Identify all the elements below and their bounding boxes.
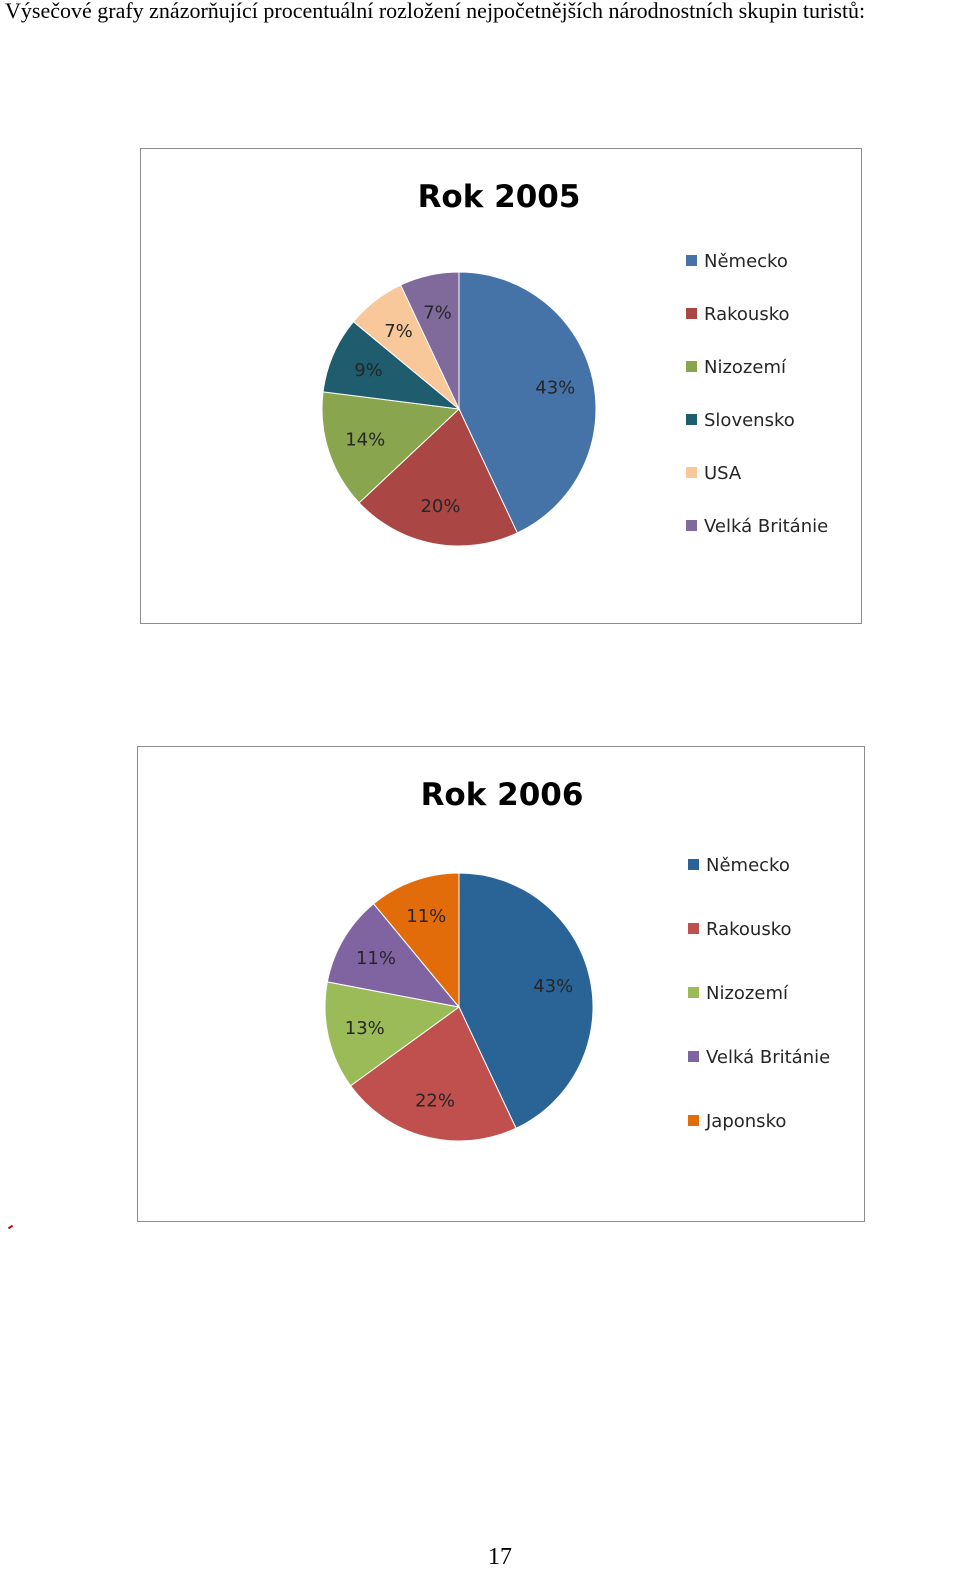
legend-label-nemecko: Německo bbox=[704, 251, 788, 272]
pie-slice-rakousko bbox=[358, 408, 518, 547]
red-mark bbox=[7, 1224, 14, 1230]
pie-slices bbox=[324, 872, 594, 1142]
legend-swatch-nemecko bbox=[688, 859, 699, 870]
pie-slice-rakousko bbox=[349, 1006, 517, 1142]
slice-label-nizozemi: 14% bbox=[345, 430, 385, 451]
pie-chart-2006-svg: Rok 2006 43% 22% 13% 11% 11% Německo Rakousko… bbox=[324, 777, 830, 1142]
page-number: 17 bbox=[488, 1544, 512, 1570]
slice-label-nemecko: 43% bbox=[535, 378, 575, 399]
legend-swatch-velka-britanie bbox=[688, 1051, 699, 1062]
legend-label-japonsko: Japonsko bbox=[705, 1111, 786, 1132]
pie-chart-2005-svg: Rok 2005 43%20%14%9%7%7% NěmeckoRakousko… bbox=[321, 179, 828, 547]
legend-label-slovensko: Slovensko bbox=[704, 410, 795, 431]
pie-slice-velka-britanie bbox=[400, 271, 460, 410]
pie-slice-nemecko bbox=[458, 872, 594, 1129]
slice-label-nizozemi: 13% bbox=[345, 1018, 385, 1039]
legend-label-rakousko: Rakousko bbox=[706, 919, 792, 940]
slice-label-velka-britanie: 11% bbox=[356, 948, 396, 969]
pie-chart-2006: Rok 2006 43% 22% 13% 11% 11% Německo Rakousko… bbox=[137, 746, 865, 1222]
slice-label-slovensko: 9% bbox=[354, 360, 383, 381]
legend-swatch-velka-britanie bbox=[686, 520, 697, 531]
pie-slice-labels: 43%20%14%9%7%7% bbox=[345, 303, 575, 517]
pie-slice-labels: 43% 22% 13% 11% 11% bbox=[345, 906, 573, 1111]
slice-label-rakousko: 20% bbox=[420, 496, 460, 517]
legend-swatch-rakousko bbox=[686, 308, 697, 319]
intro-text: Výsečové grafy znázorňující procentuální… bbox=[5, 0, 866, 23]
legend-swatch-nemecko bbox=[686, 255, 697, 266]
slice-label-rakousko: 22% bbox=[415, 1090, 455, 1111]
legend-label-velka-britanie: Velká Británie bbox=[704, 516, 828, 537]
chart-legend: Německo Rakousko Nizozemí Velká Británie Jap… bbox=[688, 855, 830, 1132]
legend-swatch-japonsko bbox=[688, 1115, 699, 1126]
slice-label-usa: 7% bbox=[384, 321, 413, 342]
pie-chart-2005: Rok 2005 43% 20% 14% 9% 7% 7% Německo Rakousko… bbox=[140, 148, 862, 624]
slice-label-velka-britanie: 7% bbox=[423, 303, 452, 324]
pie-slice-velka-britanie bbox=[326, 903, 461, 1008]
legend-label-velka-britanie: Velká Británie bbox=[706, 1047, 830, 1068]
pie-slice-nizozemi bbox=[321, 391, 461, 504]
pie-slice-japonsko bbox=[372, 872, 460, 1009]
slice-label-nemecko: 43% bbox=[533, 976, 573, 997]
legend-label-nizozemi: Nizozemí bbox=[704, 357, 787, 378]
legend-label-nizozemi: Nizozemí bbox=[706, 983, 789, 1004]
chart-legend: Německo Rakousko Nizozemí Slovensko USA Velká… bbox=[686, 251, 828, 537]
legend-swatch-nizozemi bbox=[686, 361, 697, 372]
pie-slice-nemecko bbox=[458, 271, 597, 534]
chart-title: Rok 2005 bbox=[418, 179, 581, 215]
chart-title: Rok 2006 bbox=[421, 777, 584, 813]
legend-swatch-rakousko bbox=[688, 923, 699, 934]
pie-slices bbox=[321, 271, 597, 547]
slice-label-japonsko: 11% bbox=[406, 906, 446, 927]
legend-label-rakousko: Rakousko bbox=[704, 304, 790, 325]
legend-swatch-nizozemi bbox=[688, 987, 699, 998]
legend-label-usa: USA bbox=[704, 463, 742, 484]
pie-slice-nizozemi bbox=[324, 981, 461, 1087]
legend-swatch-slovensko bbox=[686, 414, 697, 425]
legend-label-nemecko: Německo bbox=[706, 855, 790, 876]
legend-swatch-usa bbox=[686, 467, 697, 478]
